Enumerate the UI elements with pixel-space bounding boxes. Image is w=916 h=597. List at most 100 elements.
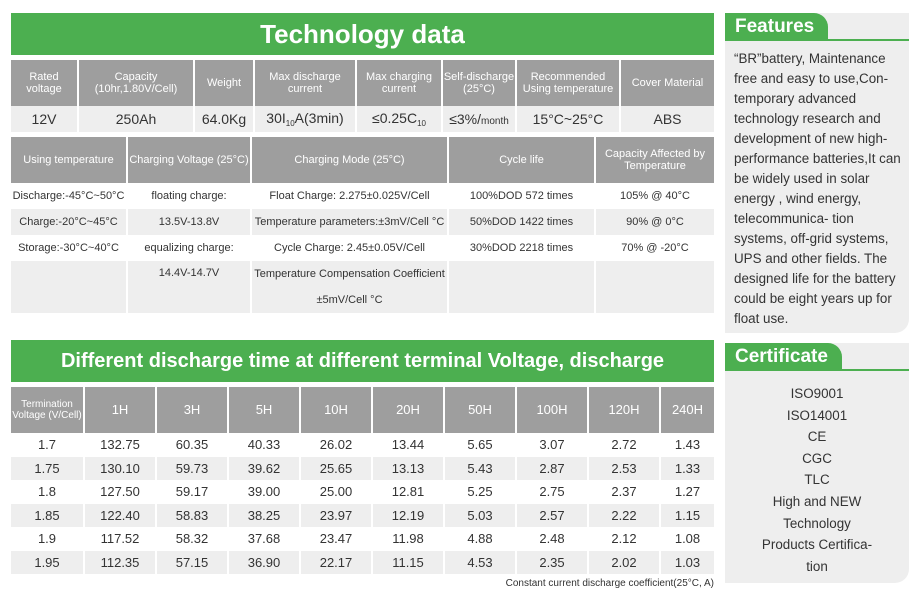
features-panel: Features “BR”battery, Maintenance free a…: [725, 13, 909, 333]
certificate-underline: [725, 369, 909, 371]
discharge-current-cell: 11.15: [372, 550, 445, 574]
spec-table: Rated voltage Capacity (10hr,1.80V/Cell)…: [11, 60, 714, 132]
max-discharge-subscript: 10: [285, 119, 295, 128]
table-row: 14.4V-14.7V Temperature Compensation Coe…: [11, 261, 714, 313]
table-cell: [448, 261, 596, 313]
termination-voltage-cell: 1.75: [11, 456, 85, 480]
certificate-item: Technology: [783, 515, 851, 531]
table-row: 1.75 130.10 59.73 39.62 25.65 13.13 5.43 2.87 2.…: [11, 456, 714, 480]
discharge-current-cell: 112.35: [84, 550, 157, 574]
features-text: “BR”battery, Maintenance free and easy t…: [734, 51, 901, 326]
table-cell: 100%DOD 572 times: [448, 183, 596, 209]
discharge-current-cell: 5.25: [444, 480, 517, 504]
discharge-table: Termination Voltage (V/Cell) 1H 3H 5H 10H 20…: [11, 387, 714, 574]
self-discharge-main: ≤3%/: [449, 111, 481, 127]
termination-voltage-cell: 1.85: [11, 503, 85, 527]
header-cycle-life: Cycle life: [448, 137, 596, 183]
table-row: 1.7 132.75 60.35 40.33 26.02 13.44 5.65 3.07 2.7…: [11, 433, 714, 457]
value-weight: 64.0Kg: [194, 106, 255, 132]
header-discharge-time: 1H: [84, 387, 157, 433]
discharge-current-cell: 58.83: [156, 503, 229, 527]
header-using-temperature: Recommended Using temperature: [516, 60, 621, 106]
max-charging-main: ≤0.25C: [372, 110, 418, 126]
table-cell: Temperature Compensation Coefficient ±5m…: [251, 261, 449, 313]
header-charging-voltage: Charging Voltage (25°C): [127, 137, 252, 183]
discharge-current-cell: 1.33: [660, 456, 714, 480]
compensation-value: ±5mV/Cell °C: [316, 294, 383, 306]
header-discharge-time: 120H: [588, 387, 661, 433]
table-cell: [595, 261, 714, 313]
table-cell: 105% @ 40°C: [595, 183, 714, 209]
discharge-current-cell: 2.72: [588, 433, 661, 457]
discharge-current-cell: 39.62: [228, 456, 301, 480]
discharge-current-cell: 2.75: [516, 480, 589, 504]
table-cell: Cycle Charge: 2.45±0.05V/Cell: [251, 235, 449, 261]
value-max-charging: ≤0.25C10: [356, 106, 443, 132]
header-max-discharge: Max discharge current: [254, 60, 357, 106]
discharge-current-cell: 37.68: [228, 527, 301, 551]
table-row: Storage:-30°C~40°C equalizing charge: Cy…: [11, 235, 714, 261]
table-cell: Storage:-30°C~40°C: [11, 235, 128, 261]
discharge-current-cell: 2.22: [588, 503, 661, 527]
header-discharge-time: 20H: [372, 387, 445, 433]
header-using-temp: Using temperature: [11, 137, 128, 183]
table-cell: Charge:-20°C~45°C: [11, 209, 128, 235]
value-cover-material: ABS: [620, 106, 714, 132]
discharge-current-cell: 2.02: [588, 550, 661, 574]
table-cell: 90% @ 0°C: [595, 209, 714, 235]
discharge-current-cell: 13.13: [372, 456, 445, 480]
certificate-item: Products Certifica-: [761, 537, 873, 553]
header-discharge-time: 240H: [660, 387, 714, 433]
discharge-current-cell: 12.81: [372, 480, 445, 504]
discharge-current-cell: 39.00: [228, 480, 301, 504]
certificate-panel: Certificate ISO9001 ISO14001 CE CGC TLC High …: [725, 343, 909, 583]
header-termination-voltage: Termination Voltage (V/Cell): [11, 387, 85, 433]
termination-voltage-cell: 1.7: [11, 433, 85, 457]
certificate-item: ISO14001: [786, 407, 848, 423]
discharge-current-cell: 2.12: [588, 527, 661, 551]
discharge-current-cell: 1.08: [660, 527, 714, 551]
discharge-current-cell: 2.87: [516, 456, 589, 480]
table-row: Discharge:-45°C~50°C floating charge: Fl…: [11, 183, 714, 209]
features-underline: [725, 39, 909, 41]
table-cell: 70% @ -20°C: [595, 235, 714, 261]
discharge-current-cell: 127.50: [84, 480, 157, 504]
discharge-current-cell: 23.47: [300, 527, 373, 551]
discharge-current-cell: 130.10: [84, 456, 157, 480]
discharge-current-cell: 5.43: [444, 456, 517, 480]
discharge-current-cell: 1.27: [660, 480, 714, 504]
certificate-item: CE: [807, 429, 827, 445]
discharge-current-cell: 59.73: [156, 456, 229, 480]
discharge-current-cell: 25.65: [300, 456, 373, 480]
discharge-current-cell: 38.25: [228, 503, 301, 527]
header-capacity-temp: Capacity Affected by Temperature: [595, 137, 714, 183]
discharge-current-cell: 5.03: [444, 503, 517, 527]
discharge-current-cell: 1.03: [660, 550, 714, 574]
certificate-header: Certificate: [725, 343, 909, 371]
features-header: Features: [725, 13, 909, 41]
discharge-current-cell: 2.57: [516, 503, 589, 527]
table-row: 1.85 122.40 58.83 38.25 23.97 12.19 5.03 2.57 2.…: [11, 503, 714, 527]
header-discharge-time: 3H: [156, 387, 229, 433]
discharge-current-cell: 11.98: [372, 527, 445, 551]
discharge-current-cell: 22.17: [300, 550, 373, 574]
discharge-current-cell: 117.52: [84, 527, 157, 551]
certificate-item: High and NEW: [772, 493, 862, 509]
table-cell: 50%DOD 1422 times: [448, 209, 596, 235]
header-cover-material: Cover Material: [620, 60, 714, 106]
header-discharge-time: 50H: [444, 387, 517, 433]
discharge-current-cell: 3.07: [516, 433, 589, 457]
certificate-item: ISO9001: [790, 386, 844, 401]
termination-voltage-cell: 1.8: [11, 480, 85, 504]
discharge-title: Different discharge time at different te…: [11, 340, 714, 414]
table-cell: floating charge:: [127, 183, 252, 209]
technology-title: Technology data: [11, 13, 714, 55]
header-rated-voltage: Rated voltage: [11, 60, 79, 106]
discharge-current-cell: 2.53: [588, 456, 661, 480]
discharge-current-cell: 12.19: [372, 503, 445, 527]
table-cell: 30%DOD 2218 times: [448, 235, 596, 261]
header-max-charging: Max charging current: [356, 60, 443, 106]
discharge-current-cell: 60.35: [156, 433, 229, 457]
discharge-current-cell: 36.90: [228, 550, 301, 574]
header-capacity: Capacity (10hr,1.80V/Cell): [78, 60, 195, 106]
